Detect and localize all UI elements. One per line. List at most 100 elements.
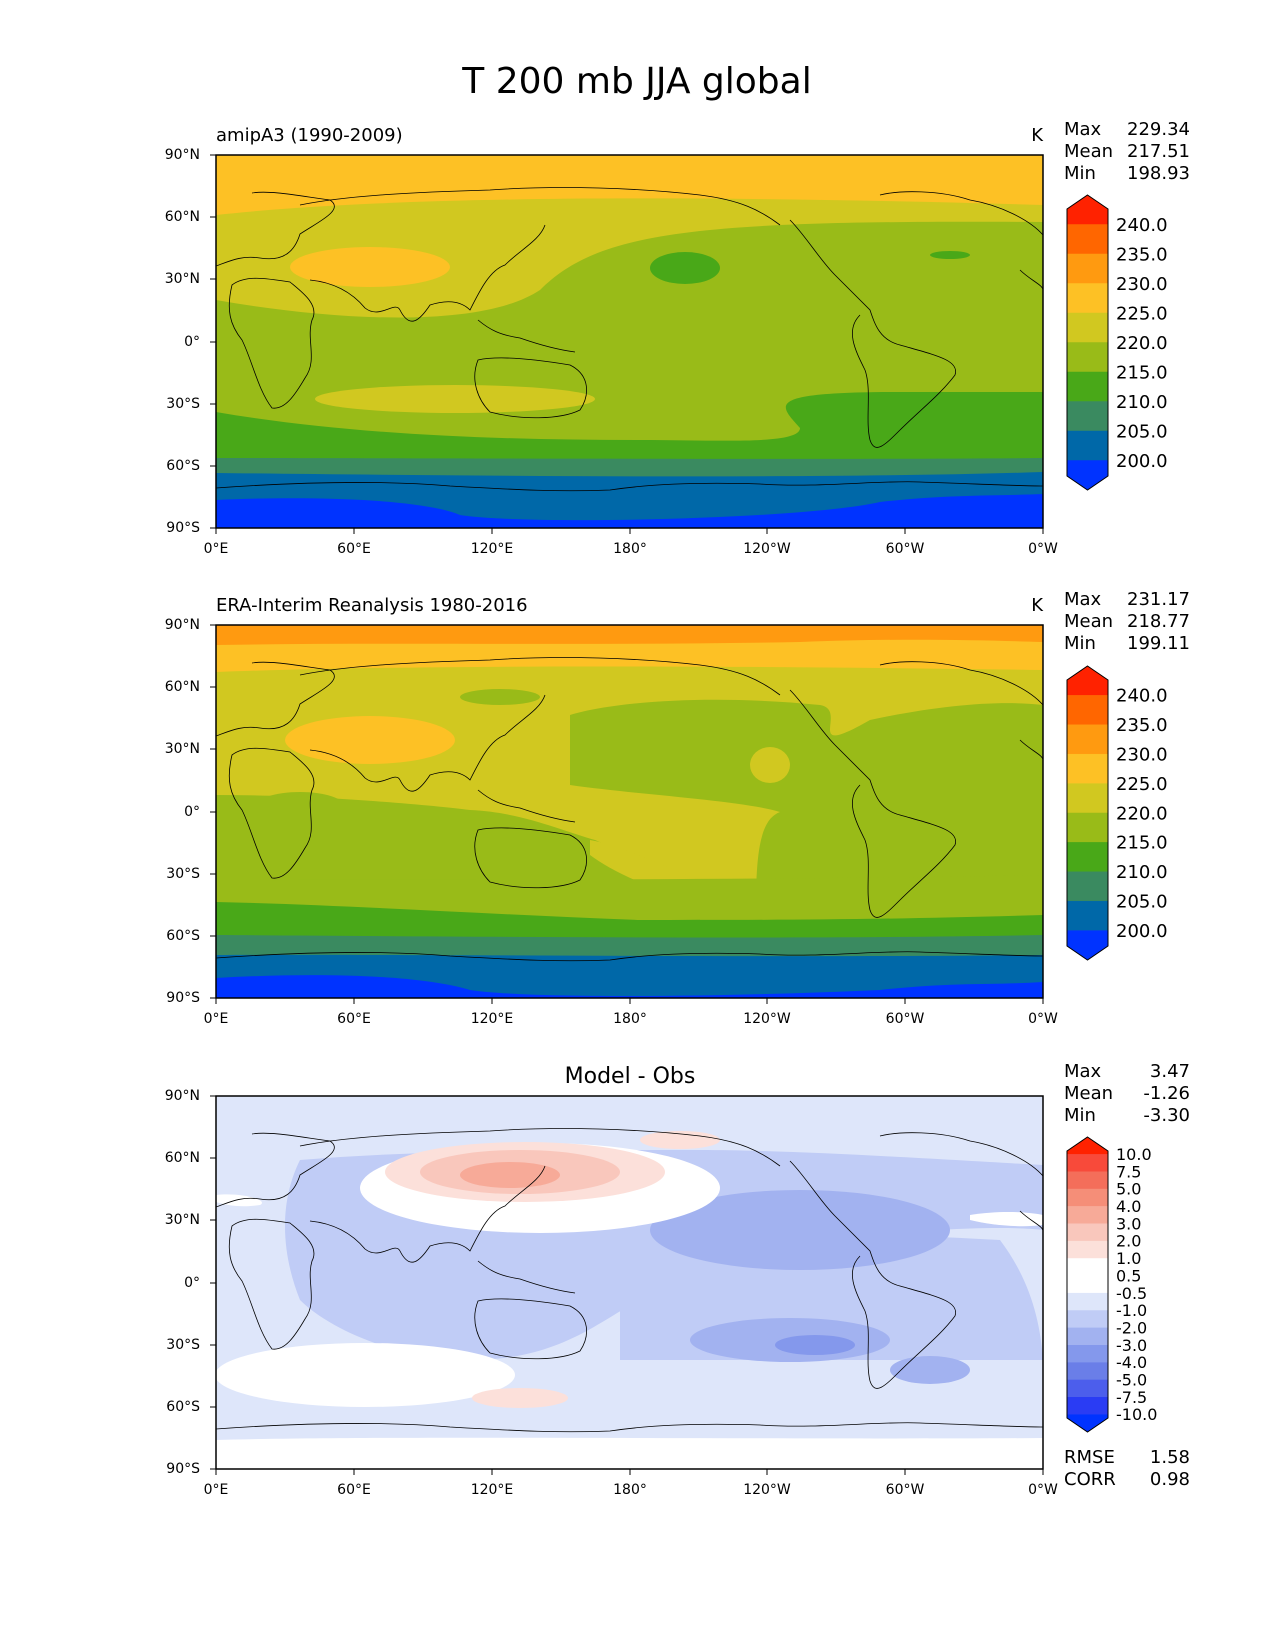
y-tick-label: 30°S bbox=[166, 396, 200, 412]
y-tick-label: 90°N bbox=[165, 1088, 200, 1104]
colorbar-tick-label: 230.0 bbox=[1116, 745, 1168, 766]
x-tick-label: 0°E bbox=[204, 1011, 229, 1027]
x-axis-difference: 0°E 60°E 120°E 180° 120°W 60°W 0°W bbox=[204, 1469, 1058, 1498]
y-tick-label: 90°N bbox=[165, 617, 200, 633]
stat-label: Max bbox=[1064, 119, 1102, 140]
x-tick-label: 180° bbox=[613, 1482, 647, 1498]
x-tick-label: 0°E bbox=[204, 1482, 229, 1498]
colorbar-tick-label: 3.0 bbox=[1116, 1214, 1141, 1233]
stat-value: -1.26 bbox=[1143, 1083, 1190, 1104]
y-tick-label: 30°S bbox=[166, 866, 200, 882]
filled-contours-reanalysis bbox=[216, 625, 1043, 998]
stat-value: 3.47 bbox=[1150, 1061, 1190, 1082]
coastlines-difference bbox=[216, 1128, 1043, 1433]
colorbar-tick-label: 210.0 bbox=[1116, 862, 1168, 883]
y-tick-label: 30°N bbox=[165, 741, 200, 757]
figure-title: T 200 mb JJA global bbox=[461, 61, 811, 102]
colorbar-tick-label: 10.0 bbox=[1116, 1145, 1152, 1164]
colorbar-swatch bbox=[1066, 1327, 1109, 1346]
colorbar-tick-label: 205.0 bbox=[1116, 892, 1168, 913]
stat-label: Max bbox=[1064, 1061, 1102, 1082]
colorbar-tick-label: 240.0 bbox=[1116, 215, 1168, 236]
x-axis-model: 0°E 60°E 120°E 180° 120°W 60°W 0°W bbox=[204, 528, 1058, 557]
colorbar-swatch bbox=[1066, 1188, 1109, 1207]
stat-value: 1.58 bbox=[1150, 1447, 1190, 1468]
stat-label: CORR bbox=[1064, 1469, 1116, 1490]
filled-contours-difference bbox=[216, 1096, 1043, 1469]
colorbar-swatch bbox=[1066, 194, 1109, 225]
stat-label: Min bbox=[1064, 163, 1096, 184]
x-tick-label: 60°W bbox=[886, 1011, 925, 1027]
stat-value: 231.17 bbox=[1127, 589, 1190, 610]
panel-title-center: Model - Obs bbox=[565, 1064, 696, 1089]
colorbar-swatch bbox=[1066, 283, 1109, 314]
colorbar-outline bbox=[1066, 1136, 1109, 1433]
colorbar-tick-label: 220.0 bbox=[1116, 803, 1168, 824]
y-tick-label: 60°N bbox=[165, 1150, 200, 1166]
colorbar-swatch bbox=[1066, 1344, 1109, 1363]
colorbar-tick-label: -5.0 bbox=[1116, 1371, 1147, 1390]
y-tick-label: 90°N bbox=[165, 147, 200, 163]
y-tick-label: 60°S bbox=[166, 1399, 200, 1415]
x-tick-label: 0°W bbox=[1028, 1482, 1058, 1498]
units-label: K bbox=[1031, 595, 1044, 616]
colorbar-tick-label: 230.0 bbox=[1116, 274, 1168, 295]
colorbar-tick-label: 225.0 bbox=[1116, 303, 1168, 324]
colorbar-swatch bbox=[1066, 224, 1109, 255]
colorbar-tick-label: 0.5 bbox=[1116, 1266, 1141, 1285]
x-tick-label: 60°W bbox=[886, 1482, 925, 1498]
x-tick-label: 120°W bbox=[743, 541, 791, 557]
y-tick-label: 60°N bbox=[165, 209, 200, 225]
stat-label: Mean bbox=[1064, 141, 1113, 162]
colorbar-swatch bbox=[1066, 812, 1109, 843]
colorbar-tick-label: -4.0 bbox=[1116, 1353, 1147, 1372]
panel-difference: Model - Obs 90°N 60°N 30°N 0° 30°S 60°S … bbox=[165, 1061, 1190, 1498]
x-tick-label: 0°W bbox=[1028, 541, 1058, 557]
colorbar-swatch bbox=[1066, 1362, 1109, 1381]
stat-label: Mean bbox=[1064, 611, 1113, 632]
colorbar-swatch bbox=[1066, 1136, 1109, 1155]
colorbar-tick-label: 4.0 bbox=[1116, 1197, 1141, 1216]
x-tick-label: 0°W bbox=[1028, 1011, 1058, 1027]
y-axis-model: 90°N 60°N 30°N 0° 30°S 60°S 90°S bbox=[165, 147, 216, 536]
colorbar-tick-label: 205.0 bbox=[1116, 421, 1168, 442]
y-axis-reanalysis: 90°N 60°N 30°N 0° 30°S 60°S 90°S bbox=[165, 617, 216, 1006]
colorbar-tick-label: -0.5 bbox=[1116, 1284, 1147, 1303]
y-tick-label: 0° bbox=[184, 334, 200, 350]
y-tick-label: 0° bbox=[184, 1275, 200, 1291]
colorbar-swatch bbox=[1066, 1414, 1109, 1433]
colorbar-swatch bbox=[1066, 930, 1109, 961]
colorbar-swatch bbox=[1066, 783, 1109, 814]
colorbar-tick-label: 235.0 bbox=[1116, 715, 1168, 736]
colorbar-tick-label: 210.0 bbox=[1116, 392, 1168, 413]
colorbar-tick-label: 240.0 bbox=[1116, 686, 1168, 707]
colorbar-swatch bbox=[1066, 665, 1109, 696]
stat-value: -3.30 bbox=[1143, 1105, 1190, 1126]
colorbar-tick-label: 1.0 bbox=[1116, 1249, 1141, 1268]
x-tick-label: 120°W bbox=[743, 1011, 791, 1027]
colorbar-swatch bbox=[1066, 1379, 1109, 1398]
colorbar-difference: 10.07.55.04.03.02.01.00.5-0.5-1.0-2.0-3.… bbox=[1066, 1136, 1157, 1433]
panel-title-left: amipA3 (1990-2009) bbox=[216, 125, 403, 146]
stat-value: 229.34 bbox=[1127, 119, 1190, 140]
panel-reanalysis: ERA-Interim Reanalysis 1980-2016 K 90°N … bbox=[165, 589, 1190, 1027]
stats-block: Max 229.34 Mean 217.51 Min 198.93 bbox=[1064, 119, 1190, 184]
colorbar-swatch bbox=[1066, 342, 1109, 373]
colorbar-swatch bbox=[1066, 1258, 1109, 1277]
y-tick-label: 90°S bbox=[166, 990, 200, 1006]
x-tick-label: 60°E bbox=[337, 541, 371, 557]
panel-title-left: ERA-Interim Reanalysis 1980-2016 bbox=[216, 595, 528, 616]
colorbar-tick-label: 5.0 bbox=[1116, 1180, 1141, 1199]
colorbar-model: 240.0 235.0 230.0 225.0 220.0 215.0 210.0 205.0… bbox=[1066, 194, 1168, 491]
colorbar-tick-label: -1.0 bbox=[1116, 1301, 1147, 1320]
y-axis-difference: 90°N 60°N 30°N 0° 30°S 60°S 90°S bbox=[165, 1088, 216, 1477]
colorbar-swatch bbox=[1066, 1275, 1109, 1294]
colorbar-tick-label: -3.0 bbox=[1116, 1336, 1147, 1355]
colorbar-tick-label: 200.0 bbox=[1116, 921, 1168, 942]
colorbar-swatch bbox=[1066, 1154, 1109, 1172]
colorbar-outline bbox=[1066, 665, 1109, 961]
x-tick-label: 120°E bbox=[471, 1482, 514, 1498]
y-tick-label: 0° bbox=[184, 804, 200, 820]
stats-block: Max 3.47 Mean -1.26 Min -3.30 bbox=[1064, 1061, 1190, 1126]
colorbar-swatch bbox=[1066, 1397, 1109, 1415]
